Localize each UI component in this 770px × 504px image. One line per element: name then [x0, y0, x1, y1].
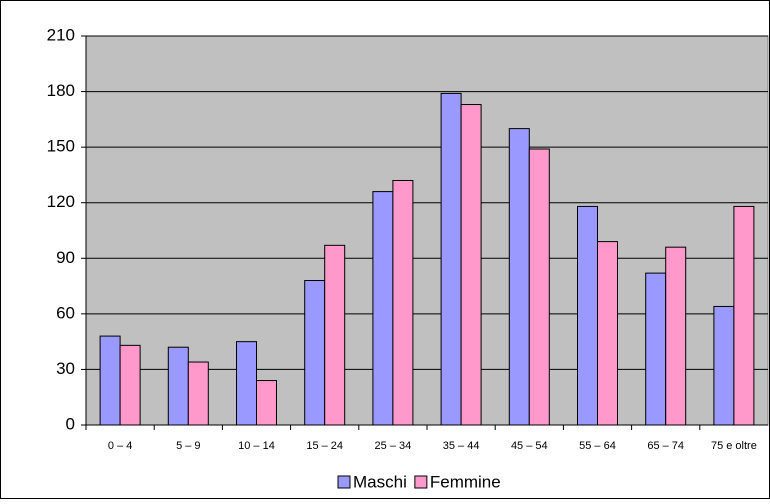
bar [733, 205, 755, 426]
bar [167, 346, 189, 426]
x-tick-label: 35 – 44 [443, 440, 480, 452]
bar [119, 344, 141, 426]
y-tick-label: 210 [47, 25, 75, 44]
x-tick-label: 15 – 24 [306, 440, 343, 452]
bar [597, 241, 618, 426]
x-tick-label: 0 – 4 [108, 440, 132, 452]
bar [372, 191, 394, 426]
x-tick-label: 55 – 64 [579, 440, 616, 452]
y-tick-label: 180 [47, 81, 75, 100]
bar [713, 305, 735, 426]
bar [256, 380, 277, 426]
bar [577, 205, 598, 426]
bar [392, 179, 414, 426]
bar [236, 341, 257, 426]
bar [440, 92, 462, 426]
bar [665, 246, 687, 426]
x-tick-label: 75 e oltre [711, 440, 757, 452]
x-tick-label: 65 – 74 [647, 440, 684, 452]
bar [187, 361, 209, 426]
bar [304, 280, 326, 426]
y-tick-label: 30 [56, 359, 75, 378]
bar [508, 128, 530, 426]
x-tick-label: 25 – 34 [375, 440, 412, 452]
bar [460, 104, 482, 426]
legend-label: Maschi [353, 472, 407, 491]
x-tick-label: 5 – 9 [176, 440, 200, 452]
bar [645, 272, 667, 426]
legend-swatch [414, 475, 428, 489]
x-tick-label: 45 – 54 [511, 440, 548, 452]
x-tick-label: 10 – 14 [238, 440, 275, 452]
y-tick-label: 120 [47, 192, 75, 211]
legend-swatch [337, 475, 351, 489]
bar [528, 148, 550, 426]
bar [99, 335, 121, 426]
legend-label: Femmine [430, 472, 501, 491]
y-tick-label: 150 [47, 137, 75, 156]
y-tick-label: 90 [56, 248, 75, 267]
y-tick-label: 0 [66, 414, 75, 433]
y-tick-label: 60 [56, 303, 75, 322]
bar [324, 244, 346, 426]
